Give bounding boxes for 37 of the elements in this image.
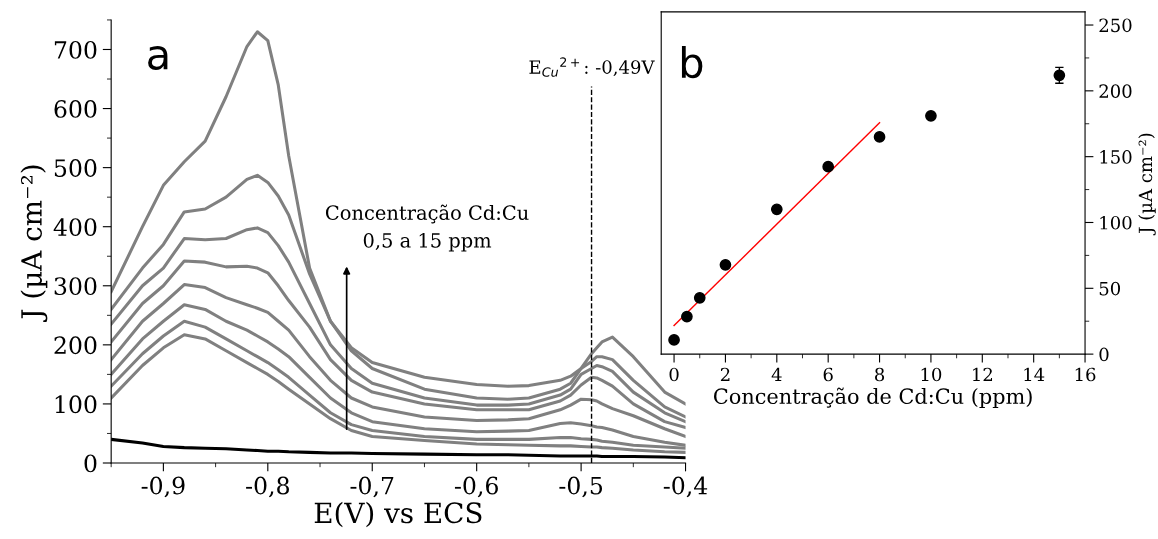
text: b — [681, 46, 703, 79]
y-axis-title: J (µA cm⁻²) — [1138, 133, 1156, 236]
y-tick-label: 0 — [1099, 347, 1109, 362]
x-tick-label: 6 — [823, 367, 833, 382]
y-tick-label: 300 — [54, 277, 97, 296]
x-tick-label: -0,6 — [454, 476, 498, 498]
y-tick-label: 150 — [1100, 150, 1132, 164]
y-tick-label: 50 — [1099, 281, 1121, 296]
annotation: Concentração Cd:Cu 0,5 a 15 ppm — [325, 204, 529, 252]
ref-line-label: E$_{Cu}$$^{2+}$: -0,49V — [529, 57, 655, 77]
x-tick-label: -0,8 — [246, 476, 289, 498]
y-tick-label: 200 — [54, 336, 97, 355]
x-axis-title: E(V) vs ECS — [314, 501, 482, 528]
y-tick-label: 400 — [53, 218, 97, 237]
chart-title: a — [148, 45, 168, 70]
x-tick-label: 2 — [720, 367, 730, 382]
x-tick-label: -0,9 — [141, 476, 185, 498]
y-tick-label: 500 — [54, 159, 97, 177]
x-axis-title: Concentração de Cd:Cu (ppm) — [714, 387, 1032, 409]
x-tick-label: 12 — [973, 367, 993, 382]
y-tick-label: 100 — [55, 395, 97, 414]
x-tick-label: -0,7 — [350, 476, 394, 498]
y-tick-label: 600 — [54, 100, 97, 118]
y-tick-label: 250 — [1099, 18, 1132, 33]
y-tick-label: 0 — [84, 454, 97, 473]
y-tick-label: 100 — [1100, 215, 1132, 230]
x-tick-label: 4 — [771, 367, 782, 382]
x-tick-label: 14 — [1024, 367, 1045, 382]
x-tick-label: 10 — [921, 367, 942, 382]
x-tick-label: 0 — [669, 367, 679, 382]
x-tick-label: -0,4 — [663, 476, 708, 498]
y-axis-title: J (µA cm⁻²) — [20, 165, 48, 322]
x-tick-label: 8 — [875, 367, 885, 382]
y-tick-label: 700 — [54, 40, 97, 59]
y-tick-label: 200 — [1099, 84, 1132, 98]
x-tick-label: 16 — [1075, 367, 1096, 382]
x-tick-label: -0,5 — [559, 476, 603, 498]
